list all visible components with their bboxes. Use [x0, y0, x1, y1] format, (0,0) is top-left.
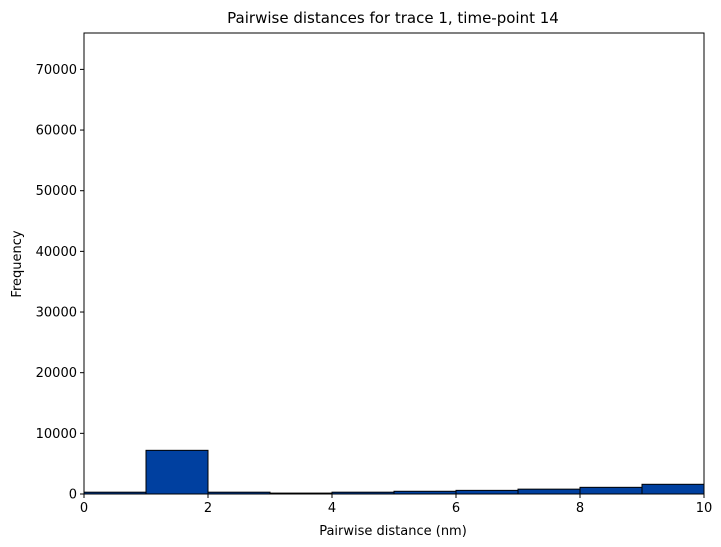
- x-tick-label-4: 8: [576, 501, 584, 516]
- y-tick-label-2: 20000: [36, 366, 77, 381]
- y-tick-label-5: 50000: [36, 184, 77, 199]
- x-tick-label-2: 4: [328, 501, 336, 516]
- bars-layer: [83, 449, 705, 495]
- y-tick-label-1: 10000: [36, 427, 77, 442]
- histogram-bar-9: [641, 483, 705, 495]
- histogram-bar-1: [145, 449, 209, 495]
- x-tick-label-3: 6: [452, 501, 460, 516]
- plot-frame: [83, 32, 705, 495]
- x-tick-label-0: 0: [80, 501, 88, 516]
- histogram-bar-7: [517, 488, 581, 495]
- x-tick-label-1: 2: [204, 501, 212, 516]
- x-axis-label: Pairwise distance (nm): [319, 524, 467, 539]
- x-tick-label-5: 10: [696, 501, 713, 516]
- y-tick-label-4: 40000: [36, 245, 77, 260]
- x-axis-ticks: 0 2 4 6 8 10: [80, 494, 712, 516]
- chart-title: Pairwise distances for trace 1, time-poi…: [227, 9, 559, 27]
- y-axis-ticks: 0 10000 20000 30000 40000 50000 60000 70000: [36, 63, 84, 503]
- histogram-bar-6: [455, 489, 519, 495]
- y-axis-label: Frequency: [10, 230, 25, 297]
- y-tick-label-7: 70000: [36, 63, 77, 78]
- y-tick-label-0: 0: [69, 488, 77, 503]
- histogram-bar-8: [579, 486, 643, 495]
- y-tick-label-6: 60000: [36, 124, 77, 139]
- y-tick-label-3: 30000: [36, 306, 77, 321]
